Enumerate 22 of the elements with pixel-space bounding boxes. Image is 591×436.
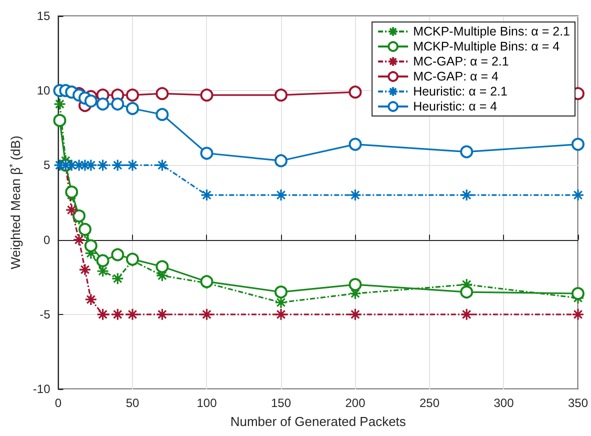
legend-label: MCKP-Multiple Bins: α = 4 [413,40,560,54]
x-tick-label: 50 [126,396,140,410]
legend-label: MCKP-Multiple Bins: α = 2.1 [413,24,570,38]
y-tick-label: 15 [36,9,51,23]
y-tick-label: 5 [44,158,51,172]
x-tick-label: 100 [196,396,218,410]
x-tick-label: 350 [568,396,588,410]
x-tick-label: 150 [270,396,292,410]
x-tick-label: 250 [419,396,440,410]
legend-label: Heuristic: α = 4 [413,100,498,114]
y-tick-label: -5 [40,307,51,322]
x-axis-title: Number of Generated Packets [230,414,406,429]
y-tick-label: -10 [32,382,51,396]
y-tick-label: 0 [44,232,51,247]
x-tick-label: 300 [494,396,514,410]
x-tick-label: 0 [54,396,62,410]
y-axis-title: Weighted Mean β* (dB) [8,136,23,270]
legend-label: MC-GAP: α = 4 [413,70,498,84]
x-tick-label: 200 [345,396,366,410]
y-tick-label: 10 [36,84,51,98]
legend-label: Heuristic: α = 2.1 [413,84,508,98]
legend-label: MC-GAP: α = 2.1 [413,54,509,68]
